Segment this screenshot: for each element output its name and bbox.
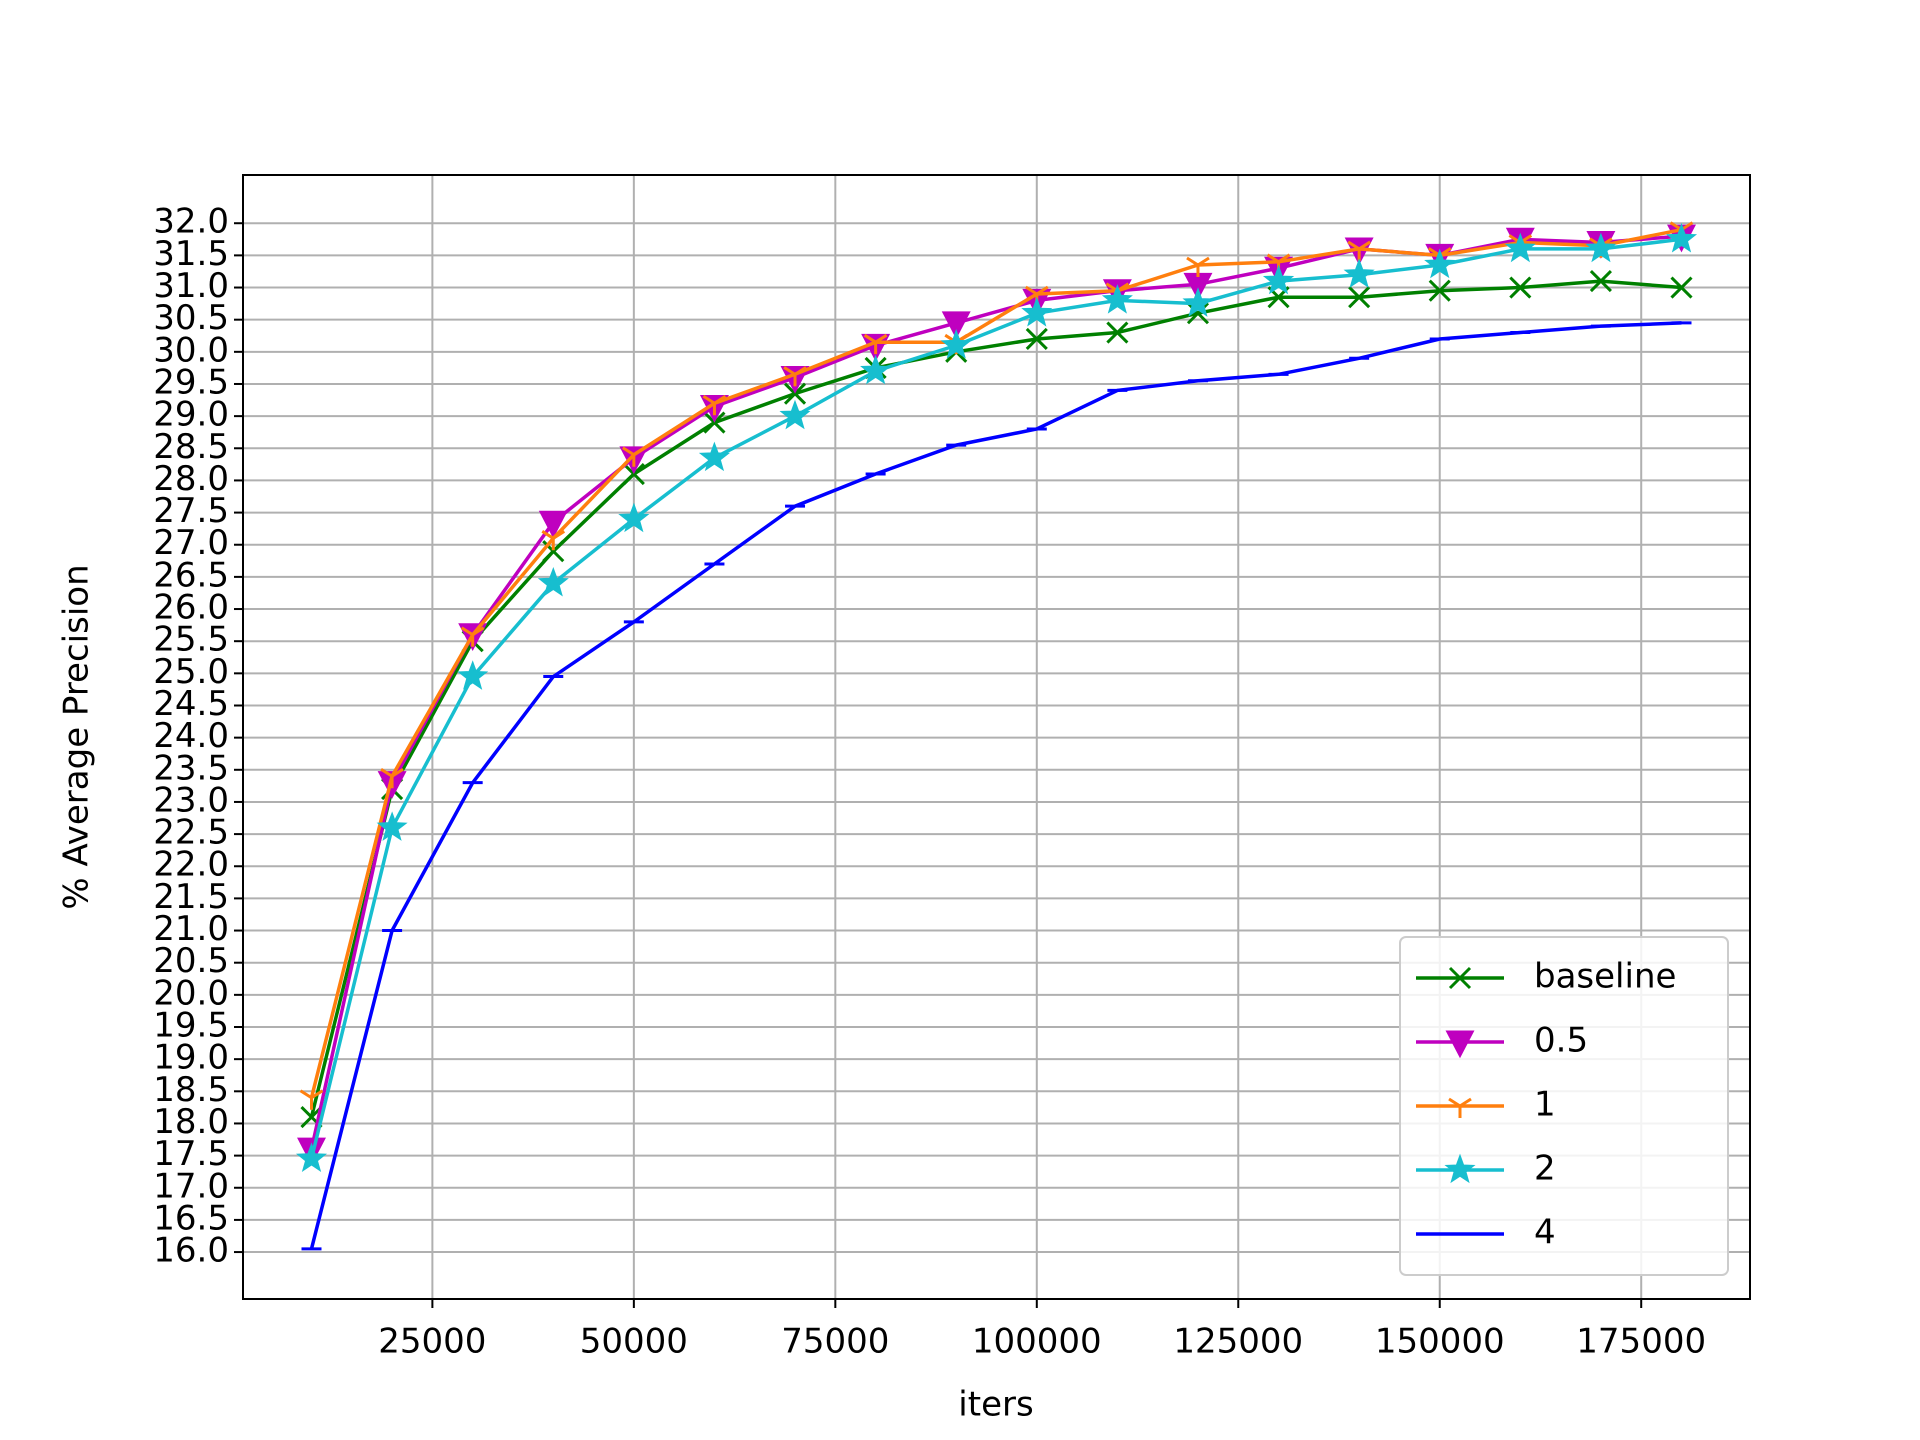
y-tick-label: 23.5 [153,748,229,788]
y-tick-label: 28.5 [153,427,229,467]
y-tick-label: 31.5 [153,234,229,274]
marker [1348,286,1371,309]
marker [1665,222,1698,253]
marker [1428,279,1451,302]
x-tick-label: 25000 [378,1322,486,1362]
y-tick-label: 22.0 [153,845,229,885]
y-tick-label: 27.0 [153,523,229,563]
x-tick-label: 75000 [781,1322,889,1362]
marker [1445,1030,1475,1059]
x-tick-label: 50000 [580,1322,688,1362]
y-tick-label: 29.5 [153,362,229,402]
y-tick-label: 18.0 [153,1102,229,1142]
y-tick-label: 23.0 [153,780,229,820]
y-tick-label: 28.0 [153,459,229,499]
marker [941,311,971,340]
marker [779,399,811,430]
legend-label: 1 [1534,1085,1556,1125]
series-line [309,279,1682,1118]
marker [1021,296,1053,327]
legend-label: 4 [1534,1213,1556,1253]
y-tick-label: 20.0 [153,973,229,1013]
x-tick-label: 100000 [972,1322,1102,1362]
marker [1504,232,1536,263]
marker [860,354,892,385]
marker [380,767,404,789]
y-tick-label: 24.5 [153,684,229,724]
marker [1343,258,1375,288]
y-tick-label: 19.5 [153,1006,229,1046]
y-tick-label: 16.5 [153,1198,229,1238]
marker [538,510,568,539]
y-tick-label: 21.5 [153,877,229,917]
marker [296,1142,327,1172]
marker [1262,264,1295,295]
marker [1585,232,1617,263]
marker [783,366,807,387]
series-line [309,227,1682,1099]
marker [1589,270,1612,293]
y-tick-label: 30.5 [153,298,229,338]
y-tick-label: 26.5 [153,555,229,595]
legend-label: 0.5 [1534,1021,1588,1061]
plot-frame [242,174,1751,1300]
marker [618,502,650,533]
y-tick-label: 30.0 [153,330,229,370]
marker [1444,1153,1476,1184]
marker [698,441,731,472]
marker [863,333,888,355]
legend-label: baseline [1534,957,1676,997]
marker [1106,321,1129,344]
series-line [309,321,1682,1250]
y-tick-label: 25.5 [153,620,229,660]
marker [299,1089,324,1110]
marker [1509,276,1532,299]
y-tick-label: 17.0 [153,1166,229,1206]
y-tick-label: 27.5 [153,491,229,531]
marker [541,530,566,551]
y-tick-label: 20.5 [153,941,229,981]
y-tick-label: 29.0 [153,395,229,435]
marker [1670,276,1693,299]
marker [376,811,408,841]
marker [1424,248,1456,279]
marker [940,328,972,359]
y-tick-label: 17.5 [153,1134,229,1174]
y-tick-label: 31.0 [153,266,229,306]
series-line [309,237,1682,1160]
y-tick-label: 18.5 [153,1070,229,1110]
marker [1182,287,1214,317]
marker [457,660,489,690]
y-tick-label: 25.0 [153,652,229,692]
y-tick-label: 32.0 [153,202,229,242]
x-axis-label: iters [958,1385,1033,1425]
marker [460,626,485,647]
marker [537,566,569,597]
x-tick-label: 175000 [1576,1322,1706,1362]
marker [1101,284,1133,314]
legend-label: 2 [1534,1149,1556,1189]
legend-box [1399,936,1729,1276]
marker [622,446,646,467]
y-tick-label: 24.0 [153,716,229,756]
marker [1448,1097,1472,1118]
marker [1186,256,1210,278]
marker [702,395,727,416]
y-tick-label: 16.0 [153,1231,229,1271]
y-axis-label: % Average Precision [57,564,97,909]
y-tick-label: 22.5 [153,813,229,853]
marker [1025,327,1048,351]
x-tick-label: 150000 [1375,1322,1505,1362]
y-tick-label: 19.0 [153,1038,229,1078]
y-tick-label: 26.0 [153,588,229,628]
x-tick-label: 125000 [1173,1322,1303,1362]
y-tick-label: 21.0 [153,909,229,949]
marker [1448,966,1472,990]
